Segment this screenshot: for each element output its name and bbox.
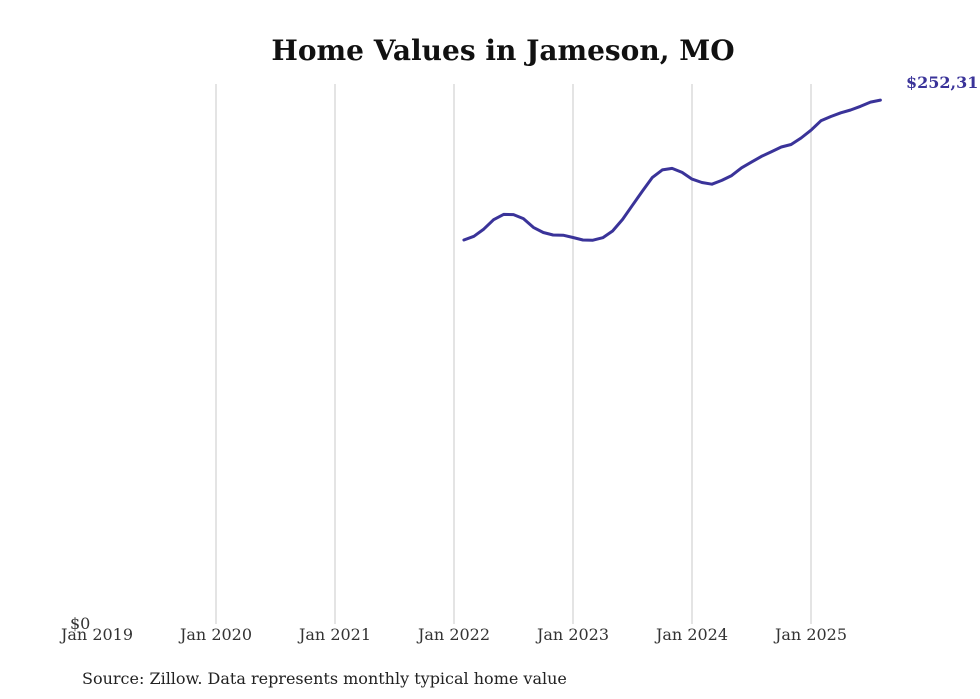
source-note: Source: Zillow. Data represents monthly …: [82, 669, 567, 688]
x-tick-label: Jan 2024: [654, 625, 728, 644]
x-tick-label: Jan 2025: [773, 625, 847, 644]
x-tick-label: Jan 2022: [416, 625, 490, 644]
x-axis-ticks: Jan 2019 Jan 2020 Jan 2021 Jan 2022 Jan 2023…: [59, 625, 847, 644]
home-value-series-line: [462, 98, 882, 242]
x-tick-label: Jan 2021: [297, 625, 371, 644]
x-tick-label: Jan 2020: [178, 625, 252, 644]
y-tick-label-zero: $0: [70, 614, 90, 633]
data-points: [463, 100, 881, 241]
x-tick-label: Jan 2019: [59, 625, 133, 644]
chart-title: Home Values in Jameson, MO: [271, 34, 734, 67]
vertical-gridlines: [215, 84, 812, 624]
x-tick-label: Jan 2023: [535, 625, 609, 644]
latest-value-label: $252,311: [906, 73, 980, 92]
